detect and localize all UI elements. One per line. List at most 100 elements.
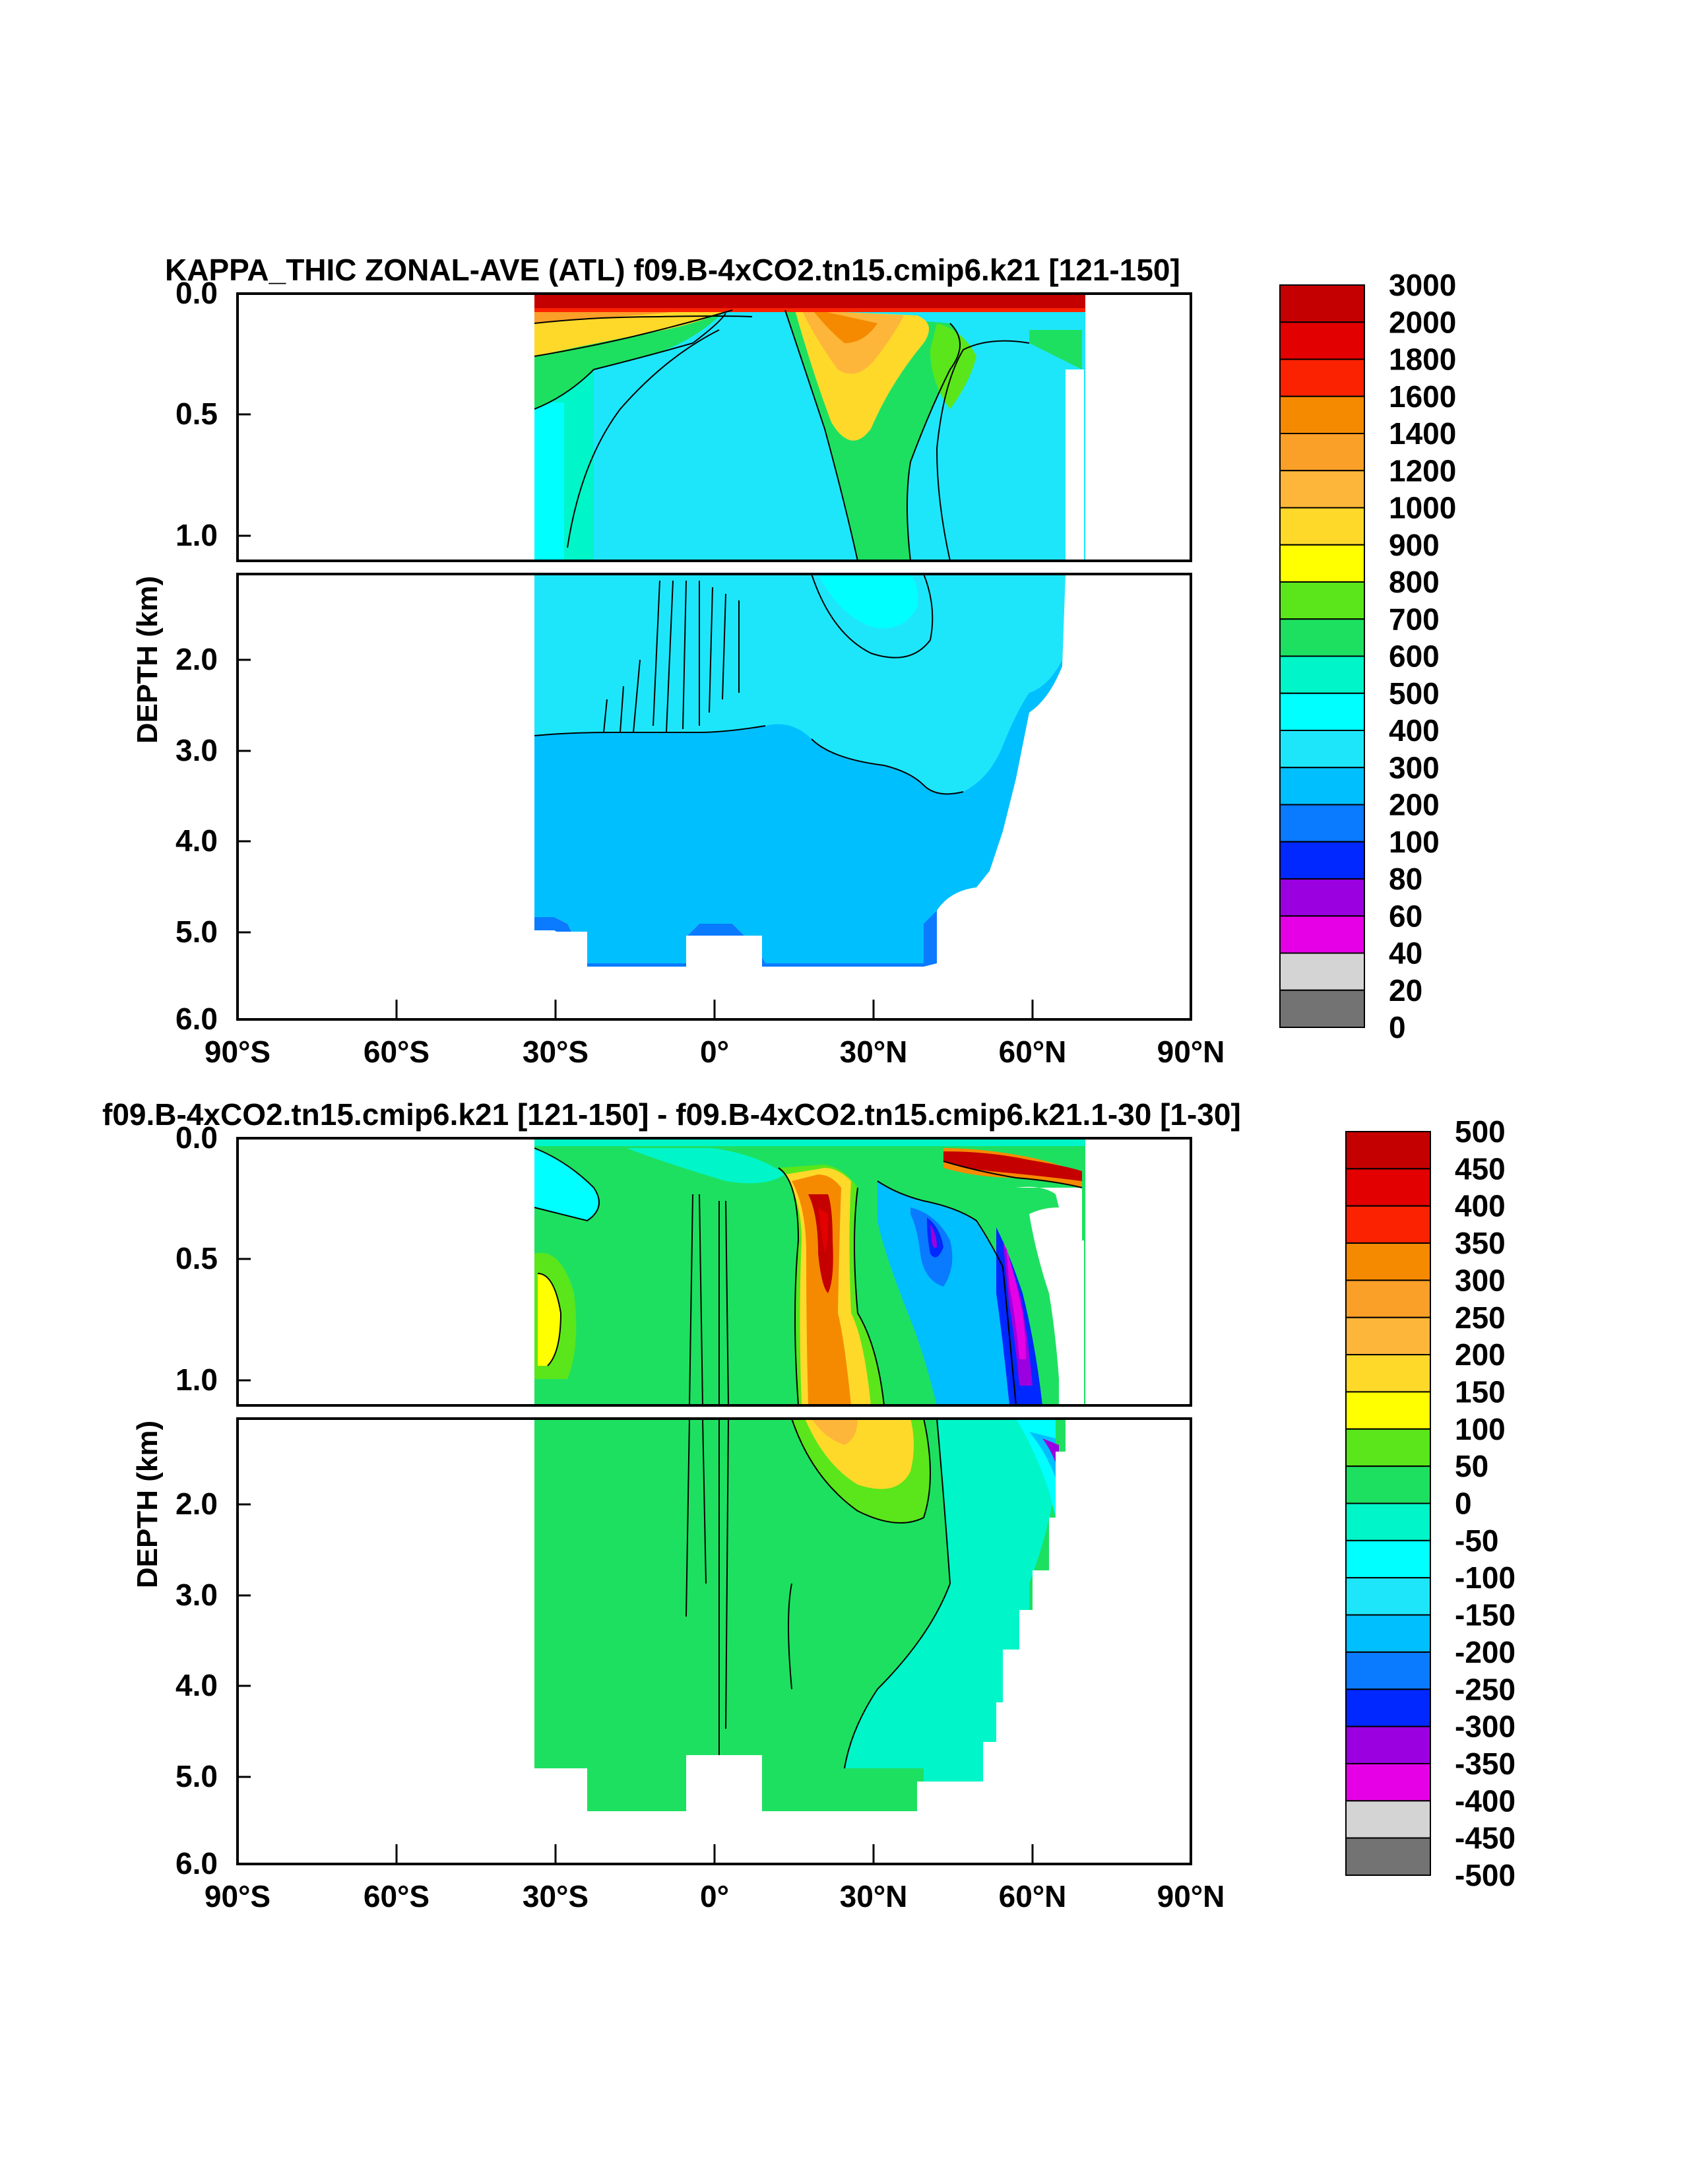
panel-1-colorbar-swatch [1279,841,1365,880]
panel-2-lower-whitespace [534,1452,1082,1864]
panel-1-colorbar-label: 20 [1389,973,1422,1008]
panel-1-y-ticks [238,292,251,1021]
panel-2-colorbar-swatch [1345,1131,1431,1170]
panel-2-colorbar-swatch [1345,1539,1431,1579]
panel-1-colorbar-label: 800 [1389,565,1440,599]
panel-1-colorbar-swatch [1279,284,1365,323]
panel-2-colorbar-swatch [1345,1837,1431,1876]
panel-2-y-tick-label: 4.0 [175,1668,218,1702]
panel-2-colorbar-label: 250 [1455,1301,1506,1335]
panel-1-colorbar-swatch [1279,470,1365,509]
panel-2-x-tick-label: 90°S [205,1879,271,1913]
panel-1-colorbar-swatch [1279,618,1365,657]
panel-1-title: KAPPA_THIC ZONAL-AVE (ATL) f09.B-4xCO2.t… [165,253,1180,287]
panel-2-x-tick-label: 0° [700,1879,729,1913]
panel-2-colorbar: 500450400350300250200150100500-50-100-15… [1345,1114,1515,1892]
panel-1-colorbar-swatch [1279,730,1365,769]
panel-1-colorbar-swatch [1279,692,1365,731]
panel-2-colorbar-label: -150 [1455,1598,1515,1632]
panel-2-colorbar-swatch [1345,1391,1431,1430]
panel-1-y-tick-label: 5.0 [175,915,218,949]
panel-2-colorbar-label: 100 [1455,1412,1506,1446]
panel-1-colorbar-label: 60 [1389,899,1422,933]
panel-2-colorbar-label: 0 [1455,1487,1472,1521]
panel-1-colorbar-label: 400 [1389,713,1440,748]
panel-1-x-tick-label: 60°S [364,1035,430,1069]
panel-2-x-tick-label: 30°S [523,1879,589,1913]
panel-1-colorbar-label: 3000 [1389,268,1456,302]
panel-2-x-ticks [236,1844,1192,1864]
panel-2-colorbar-label: 200 [1455,1337,1506,1372]
panel-1-upper-field [534,294,1085,561]
panel-1-x-ticks [236,1000,1192,1019]
panel-1-colorbar-label: 1400 [1389,416,1456,451]
panel-2-colorbar-label: -100 [1455,1560,1515,1595]
panel-1-colorbar-swatch [1279,321,1365,360]
panel-2-colorbar-label: -50 [1455,1524,1498,1558]
panel-2-y-axis-label: DEPTH (km) [131,1421,164,1588]
panel-1-colorbar-label: 1000 [1389,491,1456,525]
panel-1-upper-frame [236,292,1192,562]
panel-2-colorbar-swatch [1345,1279,1431,1318]
panel-1-colorbar-label: 1200 [1389,453,1456,488]
panel-2-colorbar-swatch [1345,1316,1431,1356]
panel-2-colorbar-label: 300 [1455,1263,1506,1297]
panel-2-colorbar-swatch [1345,1242,1431,1281]
panel-1-colorbar-swatch [1279,915,1365,954]
panel-1-x-tick-label: 30°S [523,1035,589,1069]
panel-2-x-tick-label: 60°S [364,1879,430,1913]
panel-2-y-ticks [238,1137,251,1865]
panel-1-y-tick-label: 1.0 [175,518,218,552]
panel-2-colorbar-swatch [1345,1688,1431,1727]
panel-2-colorbar-label: 450 [1455,1151,1506,1186]
panel-1-y-tick-label: 4.0 [175,823,218,858]
panel-2-colorbar-swatch [1345,1168,1431,1207]
panel-2-y-tick-label: 1.0 [175,1363,218,1397]
panel-2-colorbar-swatch [1345,1614,1431,1653]
panel-1-x-tick-label: 90°S [205,1035,271,1069]
panel-2-y-tick-label: 3.0 [175,1578,218,1612]
panel-1-x-tick-label: 30°N [840,1035,908,1069]
panel-2-axes: 0.0 0.5 1.0 2.0 3.0 4.0 5.0 6.0 DEPTH (k… [131,1120,1225,1913]
panel-1-colorbar-label: 40 [1389,936,1422,971]
panel-2-colorbar-label: 400 [1455,1189,1506,1223]
panel-1: KAPPA_THIC ZONAL-AVE (ATL) f09.B-4xCO2.t… [165,253,1192,1021]
panel-2-colorbar-swatch [1345,1354,1431,1393]
panel-2-upper-field [534,1138,1085,1405]
panel-1-y-tick-label: 3.0 [175,733,218,767]
panel-1-x-tick-label: 0° [700,1035,729,1069]
panel-1-y-axis-label: DEPTH (km) [131,576,164,744]
panel-2-colorbar-label: -350 [1455,1747,1515,1781]
panel-1-colorbar-swatch [1279,804,1365,843]
panel-2-colorbar-label: 350 [1455,1226,1506,1260]
panel-1-colorbar-label: 600 [1389,639,1440,674]
panel-2-colorbar-label: -400 [1455,1783,1515,1818]
panel-2-colorbar-swatch [1345,1465,1431,1504]
panel-2-colorbar-label: -500 [1455,1858,1515,1892]
panel-1-colorbar-label: 900 [1389,528,1440,562]
panel-2-colorbar-swatch [1345,1725,1431,1764]
panel-1-colorbar-swatch [1279,433,1365,472]
panel-2-y-tick-label: 6.0 [175,1846,218,1880]
panel-1-colorbar-swatch [1279,767,1365,806]
panel-1-colorbar-label: 1600 [1389,379,1456,414]
panel-1-contours [534,309,1030,795]
panel-1-colorbar: 3000200018001600140012001000900800700600… [1279,268,1456,1044]
panel-2-colorbar-swatch [1345,1762,1431,1802]
panel-1-colorbar-swatch [1279,878,1365,917]
panel-2-colorbar-label: -250 [1455,1672,1515,1706]
panel-2-colorbar-swatch [1345,1428,1431,1467]
panel-1-y-tick-label: 0.5 [175,397,218,431]
panel-2-colorbar-swatch [1345,1800,1431,1839]
panel-1-colorbar-label: 300 [1389,750,1440,785]
panel-1-x-tick-label: 90°N [1157,1035,1225,1069]
panel-1-colorbar-swatch [1279,989,1365,1028]
panel-2-y-tick-label: 0.5 [175,1241,218,1275]
panel-1-colorbar-label: 80 [1389,862,1422,896]
panel-2-title: f09.B-4xCO2.tn15.cmip6.k21 [121-150] - f… [102,1097,1241,1132]
panel-2-colorbar-label: 150 [1455,1374,1506,1409]
panel-1-lower-field [534,573,1066,967]
panel-2-colorbar-swatch [1345,1205,1431,1244]
panel-1-colorbar-swatch [1279,395,1365,434]
